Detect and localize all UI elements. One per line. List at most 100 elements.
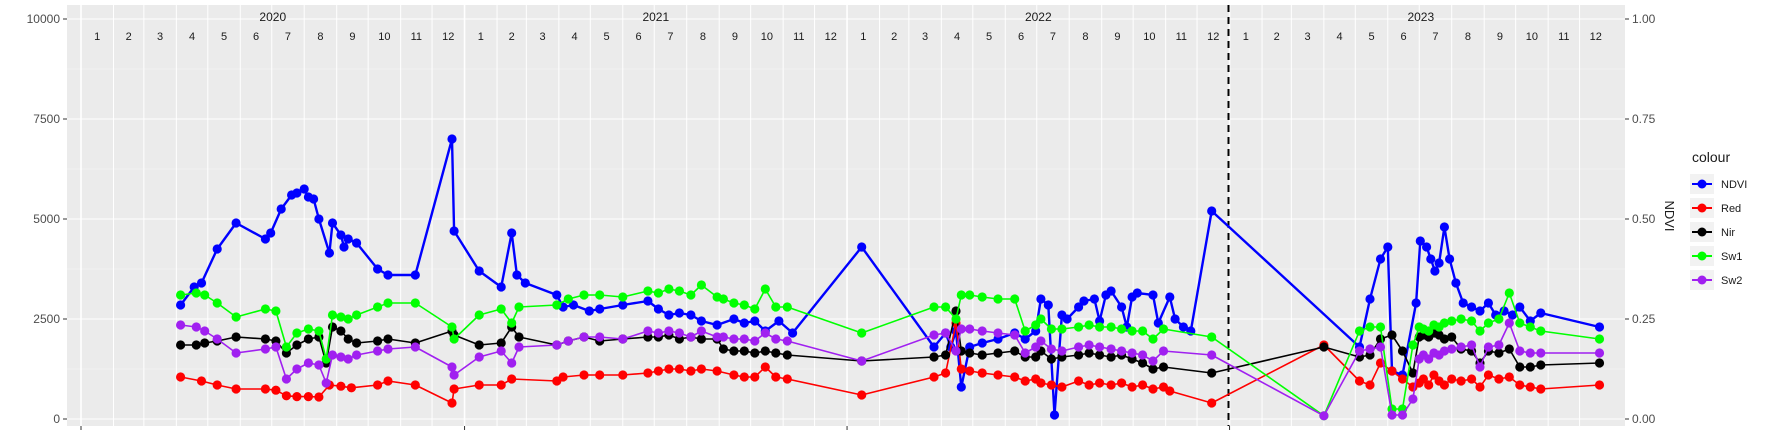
red-point — [643, 368, 653, 378]
red-point — [447, 398, 457, 408]
nir-point — [1594, 358, 1605, 368]
legend: colour NDVI Red Nir Sw1 Sw2 — [1690, 149, 1747, 290]
sw2-point — [951, 346, 961, 356]
red-point — [373, 380, 383, 390]
red-point — [782, 374, 792, 384]
ndvi-point — [1475, 306, 1485, 316]
sw1-point — [496, 304, 506, 314]
ndvi-point — [383, 270, 393, 280]
sw2-point — [1456, 342, 1466, 352]
sw1-point — [410, 298, 420, 308]
sw2-point — [993, 328, 1003, 338]
ndvi-point — [339, 242, 349, 252]
legend-items: NDVI Red Nir Sw1 Sw2 — [1690, 174, 1747, 290]
red-point — [383, 376, 393, 386]
sw1-point — [618, 292, 628, 302]
month-label: 9 — [732, 31, 738, 43]
nir-point — [1397, 346, 1408, 356]
nir-point — [231, 332, 241, 342]
sw2-point — [760, 328, 770, 338]
sw2-point — [1504, 318, 1514, 328]
nir-point — [1148, 364, 1158, 374]
ndvi-point — [1178, 322, 1188, 332]
red-point — [1439, 380, 1449, 390]
red-point — [1365, 380, 1375, 390]
red-point — [1036, 378, 1046, 388]
nir-point — [260, 334, 270, 344]
red-point — [1515, 380, 1525, 390]
ndvi-point — [696, 316, 707, 326]
sw1-point — [929, 302, 939, 312]
nir-point — [1515, 362, 1525, 372]
sw2-point — [176, 320, 186, 330]
sw2-point — [1408, 394, 1418, 404]
legend-label: Sw1 — [1721, 251, 1742, 263]
ndvi-point — [1483, 298, 1493, 308]
sw1-point — [1031, 320, 1041, 330]
sw1-point — [260, 304, 270, 314]
sw1-point — [200, 290, 210, 300]
sw2-point — [552, 340, 562, 350]
sw2-point — [327, 350, 338, 360]
sw2-point — [595, 332, 605, 342]
red-point — [750, 372, 760, 382]
red-point — [674, 364, 685, 374]
sw2-point — [496, 346, 506, 356]
month-label: 2 — [891, 31, 897, 43]
sw1-point — [1504, 288, 1514, 298]
right-axis-tick-label: 0.00 — [1632, 412, 1656, 426]
sw1-point — [718, 294, 729, 304]
nir-point — [1494, 348, 1504, 358]
red-point — [410, 380, 420, 390]
sw2-point — [1594, 348, 1605, 358]
sw2-point — [1475, 362, 1485, 372]
red-point — [1418, 374, 1428, 384]
ndvi-point — [1089, 294, 1099, 304]
sw2-point — [965, 324, 975, 334]
month-label: 12 — [1590, 31, 1602, 43]
ndvi-point — [343, 234, 353, 244]
ndvi-point — [512, 270, 522, 280]
nir-point — [1207, 368, 1217, 378]
sw1-point — [474, 310, 484, 320]
month-label: 11 — [1176, 31, 1187, 43]
red-point — [303, 392, 313, 402]
ndvi-point — [653, 304, 664, 314]
red-point — [260, 384, 270, 394]
red-point — [292, 392, 302, 402]
nir-point — [1375, 334, 1386, 344]
sw1-point — [1207, 332, 1217, 342]
red-point — [1095, 378, 1105, 388]
red-point — [1057, 382, 1067, 392]
red-point — [696, 364, 707, 374]
ndvi-point — [231, 218, 241, 228]
ndvi-point — [1117, 302, 1127, 312]
legend-item-ndvi: NDVI — [1690, 174, 1747, 194]
sw2-point — [1057, 346, 1067, 356]
month-label: 6 — [253, 31, 259, 43]
nir-point — [696, 334, 707, 344]
sw2-point — [686, 332, 696, 342]
nir-point — [1010, 346, 1020, 356]
sw1-point — [739, 300, 749, 310]
series-red — [176, 318, 1605, 408]
legend-key-point — [1697, 251, 1707, 261]
series-sw1 — [176, 280, 1605, 421]
red-point — [739, 372, 749, 382]
sw1-point — [1456, 314, 1466, 324]
red-point — [857, 390, 867, 400]
red-point — [1148, 384, 1158, 394]
red-point — [1127, 382, 1137, 392]
right-axis-tick-label: 1.00 — [1632, 12, 1656, 26]
legend-title: colour — [1692, 149, 1730, 165]
red-point — [1525, 382, 1535, 392]
red-point — [579, 370, 589, 380]
sw1-point — [1494, 314, 1504, 324]
nir-point — [929, 352, 939, 362]
nir-point — [514, 332, 524, 342]
month-label: 3 — [922, 31, 928, 43]
red-point — [1475, 382, 1485, 392]
ndvi-point — [1451, 278, 1461, 288]
sw1-point — [1074, 322, 1084, 332]
